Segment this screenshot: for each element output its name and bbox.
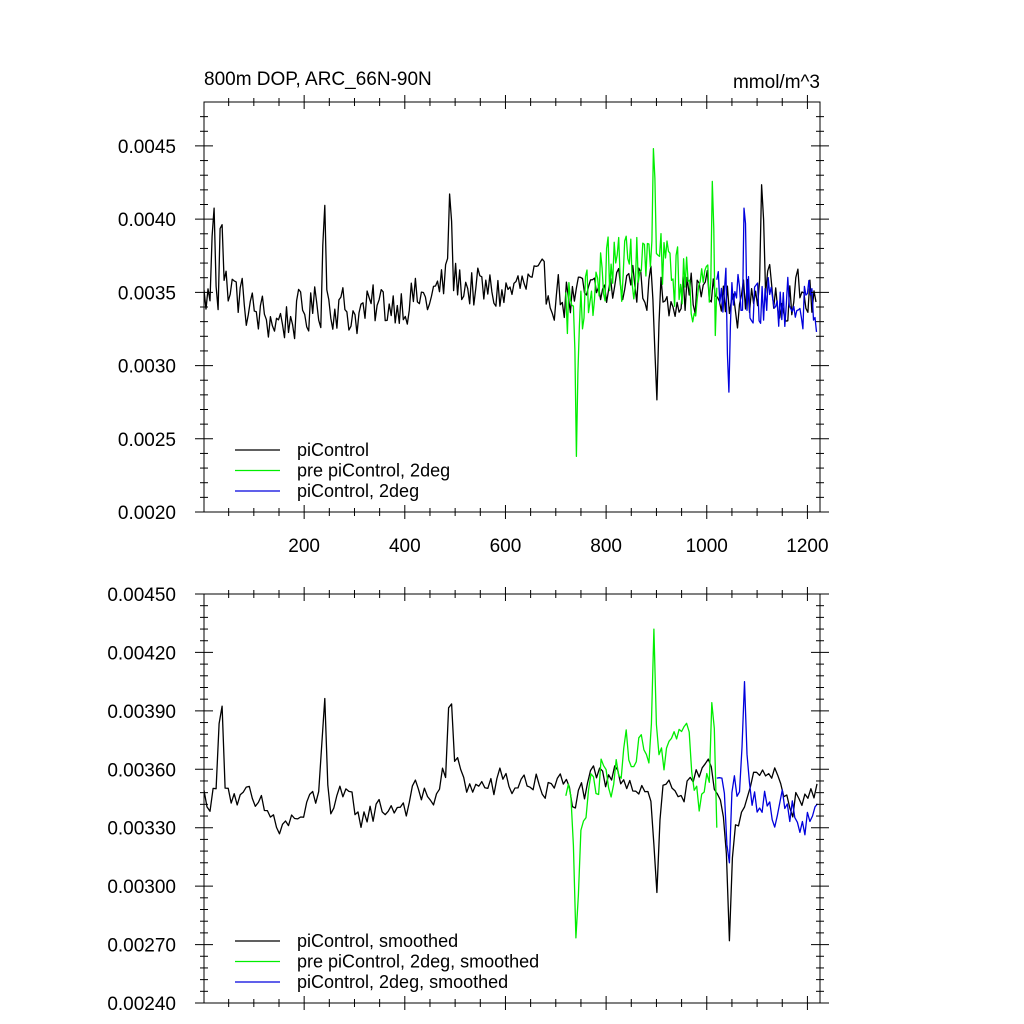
x-tick-label: 200 bbox=[288, 536, 320, 557]
x-tick-label: 400 bbox=[389, 536, 421, 557]
series-line-3 bbox=[716, 680, 819, 864]
y-tick-label: 0.00420 bbox=[107, 643, 176, 664]
legend-label: piControl, 2deg, smoothed bbox=[297, 972, 508, 992]
y-tick-label: 0.0030 bbox=[118, 357, 176, 378]
y-tick-label: 0.00450 bbox=[107, 585, 176, 606]
legend-label: piControl bbox=[297, 440, 369, 460]
y-tick-label: 0.00360 bbox=[107, 760, 176, 781]
series-line-1 bbox=[204, 697, 818, 942]
plot-frame bbox=[203, 593, 821, 1004]
y-tick-label: 0.00240 bbox=[107, 994, 176, 1015]
series-line-3 bbox=[716, 207, 818, 393]
bottom-panel: 0.00240 0.00270 0.00300 0.00330 0.00360 0.003… bbox=[107, 585, 829, 1015]
y-tick-label: 0.0035 bbox=[118, 283, 176, 304]
legend-label: piControl, smoothed bbox=[297, 931, 458, 951]
y-tick-label: 0.00270 bbox=[107, 936, 176, 957]
units-label: mmol/m^3 bbox=[733, 72, 820, 93]
x-tick-label: 1200 bbox=[786, 536, 828, 557]
y-tick-label: 0.0040 bbox=[118, 210, 176, 231]
series-line-2 bbox=[565, 628, 718, 939]
legend-label: pre piControl, 2deg, smoothed bbox=[297, 952, 539, 972]
x-tick-label: 800 bbox=[590, 536, 622, 557]
series-line-2 bbox=[565, 148, 718, 458]
legend-label: pre piControl, 2deg bbox=[297, 461, 450, 481]
chart-title: 800m DOP, ARC_66N-90N bbox=[204, 69, 432, 90]
y-tick-label: 0.00390 bbox=[107, 702, 176, 723]
x-tick-label: 600 bbox=[490, 536, 522, 557]
y-tick-label: 0.0045 bbox=[118, 137, 176, 158]
legend-label: piControl, 2deg bbox=[297, 481, 419, 501]
top-panel: 200 400 600 800 1000 1200 0.0020 0.0025 0.0030 0.… bbox=[118, 69, 829, 557]
x-tick-label: 1000 bbox=[686, 536, 728, 557]
y-tick-label: 0.00300 bbox=[107, 877, 176, 898]
y-tick-label: 0.00330 bbox=[107, 819, 176, 840]
y-tick-label: 0.0025 bbox=[118, 430, 176, 451]
y-tick-label: 0.0020 bbox=[118, 503, 176, 524]
